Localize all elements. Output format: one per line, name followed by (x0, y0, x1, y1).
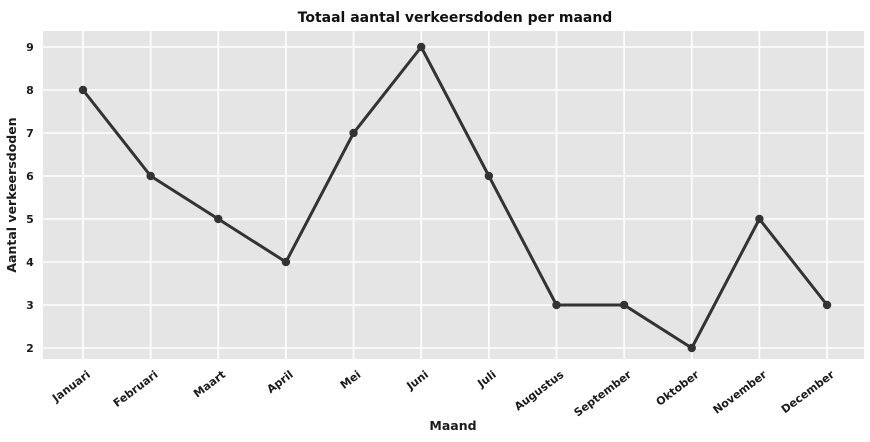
x-tick-label: April (264, 368, 295, 396)
x-tick-label: Mei (338, 368, 364, 392)
y-axis-label: Aantal verkeersdoden (4, 117, 19, 272)
y-tick-label: 2 (26, 342, 34, 355)
series-line (81, 45, 829, 350)
data-point (78, 85, 88, 95)
data-point (146, 171, 155, 181)
x-tick-label: Februari (111, 368, 161, 410)
y-tick-label: 3 (26, 299, 34, 312)
y-tick-label: 8 (26, 84, 34, 97)
data-point (484, 171, 494, 181)
y-tick-label: 9 (26, 41, 34, 54)
y-tick-label: 4 (26, 256, 34, 269)
data-point (822, 300, 832, 310)
data-point (349, 128, 358, 138)
data-series (78, 42, 832, 353)
x-tick-labels: Januari Februari Maart April Mei Juni Juli Augu… (49, 368, 837, 420)
data-point (619, 300, 629, 310)
x-tick-label: November (711, 368, 770, 417)
data-point (755, 214, 764, 224)
data-point (552, 300, 561, 310)
x-tick-label: September (572, 368, 635, 420)
y-tick-label: 7 (26, 127, 34, 140)
data-point (281, 257, 291, 267)
x-tick-label: Juni (404, 368, 431, 393)
x-tick-label: Januari (49, 368, 93, 405)
chart-title: Totaal aantal verkeersdoden per maand (298, 10, 613, 26)
data-point (687, 343, 696, 353)
plot-area (43, 31, 864, 359)
x-tick-label: Juli (474, 368, 498, 391)
y-tick-label: 5 (26, 213, 34, 226)
x-tick-label: Maart (191, 368, 228, 400)
data-point (417, 42, 426, 52)
y-tick-labels: 2 3 4 5 6 7 8 9 (26, 41, 34, 355)
x-axis-label: Maand (429, 418, 476, 433)
x-tick-label: December (779, 368, 837, 417)
x-tick-label: Augustus (512, 368, 567, 414)
gridlines (43, 31, 864, 359)
x-tick-label: Oktober (654, 368, 702, 409)
y-tick-label: 6 (26, 170, 34, 183)
data-point (214, 214, 223, 224)
